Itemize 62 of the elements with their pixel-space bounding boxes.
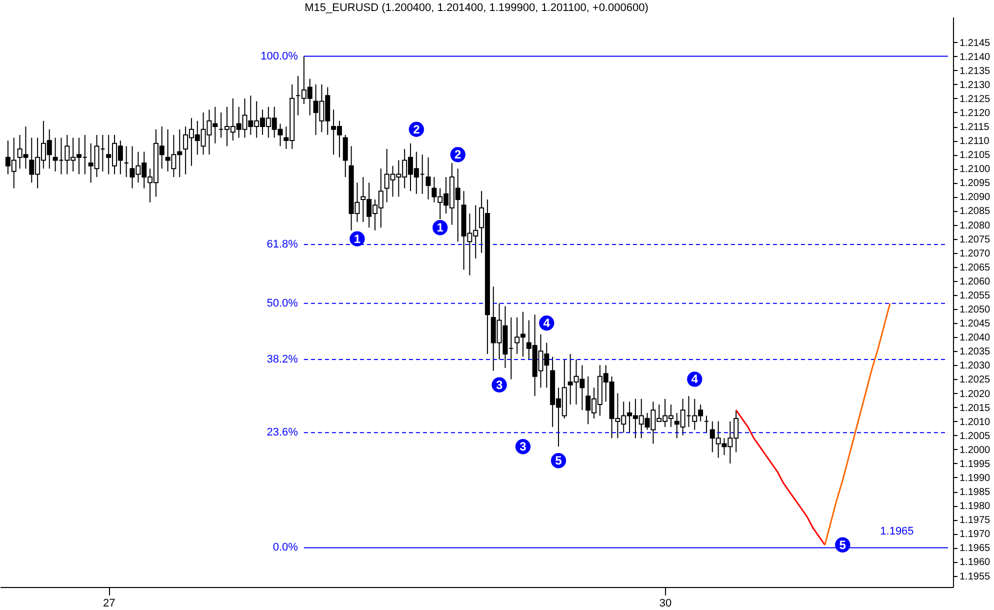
y-tick-label: 1.2115 — [960, 122, 990, 134]
annotation: 0.0% — [272, 542, 298, 554]
annotation: 5 — [555, 454, 562, 468]
y-tick-label: 1.2030 — [960, 360, 991, 372]
y-tick-label: 1.2145 — [960, 38, 991, 49]
annotation: 3 — [496, 378, 503, 392]
y-tick-label: 1.1955 — [960, 571, 991, 582]
y-tick-label: 1.2025 — [960, 374, 991, 386]
y-tick-label: 1.2105 — [960, 150, 991, 162]
y-tick-label: 1.2050 — [960, 304, 991, 316]
y-tick-label: 1.1965 — [960, 543, 991, 554]
y-tick-label: 1.1970 — [960, 529, 991, 540]
y-tick-label: 1.1975 — [960, 515, 991, 526]
annotation: 23.6% — [266, 426, 298, 439]
candlestick — [342, 134, 348, 178]
annotation: 2 — [413, 122, 420, 136]
y-tick-label: 1.2020 — [960, 388, 991, 400]
line-series — [735, 409, 826, 546]
y-tick-label: 1.2070 — [960, 248, 991, 260]
y-tick-label: 1.2125 — [960, 94, 991, 105]
y-tick-label: 1.2120 — [960, 108, 991, 119]
y-tick-label: 1.2005 — [960, 430, 991, 442]
annotation: 38.2% — [266, 354, 298, 366]
y-tick-label: 1.2065 — [960, 262, 991, 274]
y-tick-label: 1.2085 — [960, 206, 991, 218]
annotation: 5 — [839, 538, 846, 552]
y-tick-label: 1.2075 — [960, 234, 991, 246]
y-tick-label: 1.1985 — [960, 487, 991, 498]
y-tick-label: 1.2040 — [960, 332, 991, 344]
annotation: 50.0% — [266, 297, 298, 310]
annotation: 4 — [691, 372, 698, 386]
y-tick-label: 1.2015 — [960, 402, 991, 414]
annotation: 61.8% — [266, 238, 298, 250]
y-tick-label: 1.2035 — [960, 346, 991, 358]
y-tick-label: 1.2000 — [960, 444, 991, 456]
y-tick-label: 1.2055 — [960, 290, 991, 302]
annotation: 1.1965 — [880, 525, 914, 538]
y-tick-label: 1.2095 — [960, 178, 991, 190]
y-tick-label: 1.2110 — [960, 136, 990, 148]
y-tick-label: 1.1960 — [960, 557, 991, 568]
annotation: 100.0% — [260, 50, 298, 62]
y-tick-label: 1.2100 — [960, 164, 991, 176]
annotation: 4 — [543, 316, 550, 330]
annotation: 1 — [436, 220, 444, 235]
y-tick-label: 1.1995 — [960, 458, 991, 470]
x-tick-label: 27 — [102, 598, 116, 610]
annotation: 1 — [354, 232, 361, 246]
chart-title: M15_EURUSD (1.200400, 1.201400, 1.199900, 1.201100, +0.000600) — [304, 2, 648, 14]
y-tick-label: 1.2010 — [960, 416, 991, 428]
y-tick-label: 1.2135 — [960, 66, 991, 77]
annotation: 2 — [454, 148, 462, 162]
y-tick-label: 1.2080 — [960, 220, 991, 232]
candlestick — [426, 156, 431, 200]
y-tick-label: 1.2060 — [960, 276, 991, 288]
y-tick-label: 1.2090 — [960, 192, 991, 204]
y-tick-label: 1.2140 — [960, 52, 991, 63]
annotation: 3 — [520, 440, 527, 454]
y-tick-label: 1.2045 — [960, 318, 991, 330]
y-tick-label: 1.2130 — [960, 80, 991, 91]
y-tick-label: 1.1980 — [960, 501, 991, 512]
y-tick-label: 1.1990 — [960, 472, 991, 484]
x-tick-label: 30 — [659, 598, 672, 610]
